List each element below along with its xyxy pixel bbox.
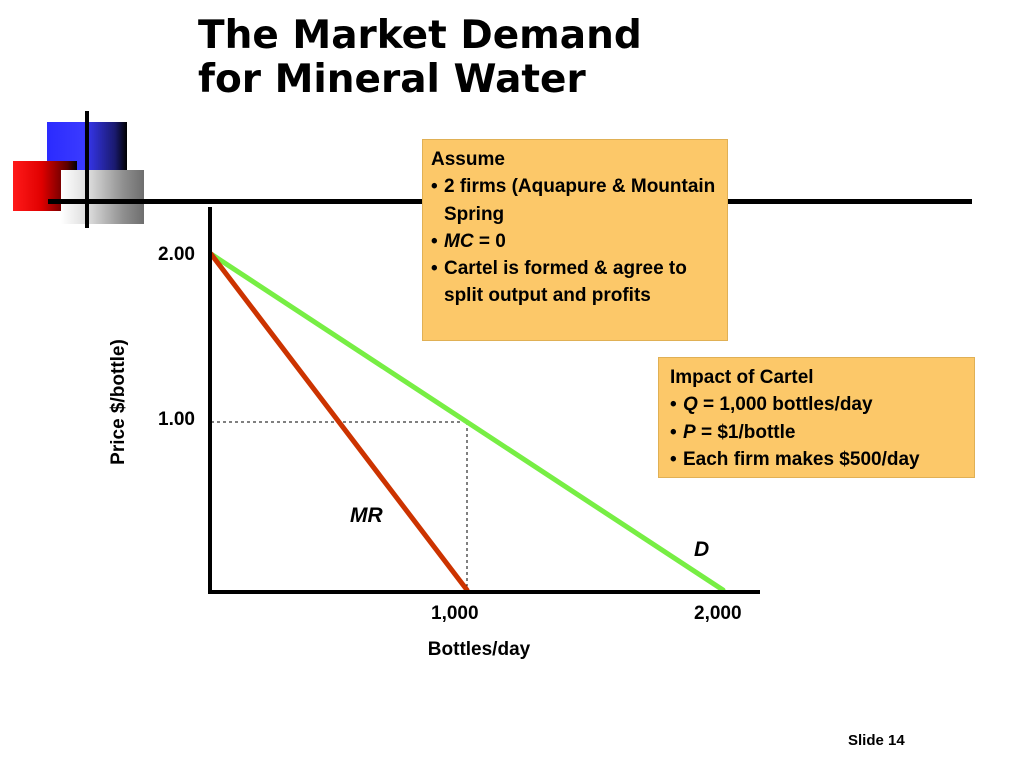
item-variable: MC — [444, 230, 474, 252]
decor-vertical-rule — [85, 111, 89, 228]
assumptions-box: Assume • 2 firms (Aquapure & Mountain Sp… — [422, 139, 728, 341]
item-text: = $1/bottle — [695, 421, 796, 443]
impact-item: • P = $1/bottle — [670, 419, 966, 446]
assumption-item: • MC = 0 — [431, 228, 719, 255]
y-tick-label: 2.00 — [158, 244, 195, 265]
y-axis-label: Price $/bottle) — [108, 339, 129, 465]
item-text: = 0 — [473, 230, 506, 252]
item-variable: P — [683, 421, 696, 443]
decor-gray-square — [61, 170, 144, 224]
y-tick-label: 1.00 — [158, 409, 195, 430]
item-text: 2 firms (Aquapure & Mountain Spring — [444, 176, 716, 225]
cartel-impact-box: Impact of Cartel • Q = 1,000 bottles/day… — [658, 357, 975, 478]
bullet-icon: • — [670, 394, 677, 416]
demand-curve — [208, 251, 726, 593]
impact-item: • Q = 1,000 bottles/day — [670, 391, 966, 418]
assumption-item: • 2 firms (Aquapure & Mountain Spring — [431, 173, 719, 228]
slide-number: Slide 14 — [848, 732, 905, 749]
mr-curve-label: MR — [350, 504, 383, 527]
item-text: Each firm makes $500/day — [683, 448, 920, 470]
item-text: = 1,000 bottles/day — [697, 394, 873, 416]
marginal-revenue-curve — [208, 251, 470, 593]
title-line-1: The Market Demand — [198, 13, 642, 58]
bullet-icon: • — [670, 421, 677, 443]
slide-title: The Market Demand for Mineral Water — [198, 14, 642, 102]
impact-heading: Impact of Cartel — [670, 367, 814, 388]
bullet-icon: • — [670, 448, 677, 470]
item-variable: Q — [683, 394, 698, 416]
x-tick-label: 2,000 — [694, 603, 742, 624]
x-tick-label: 1,000 — [431, 603, 479, 624]
demand-curve-label: D — [694, 538, 710, 561]
bullet-icon: • — [431, 258, 438, 280]
x-axis-label: Bottles/day — [427, 639, 531, 660]
bullet-icon: • — [431, 230, 438, 252]
assumptions-heading: Assume — [431, 149, 505, 170]
bullet-icon: • — [431, 176, 438, 198]
title-line-2: for Mineral Water — [198, 57, 586, 102]
impact-item: • Each firm makes $500/day — [670, 446, 966, 473]
assumption-item: • Cartel is formed & agree to split outp… — [431, 255, 719, 310]
item-text: Cartel is formed & agree to split output… — [444, 258, 687, 307]
